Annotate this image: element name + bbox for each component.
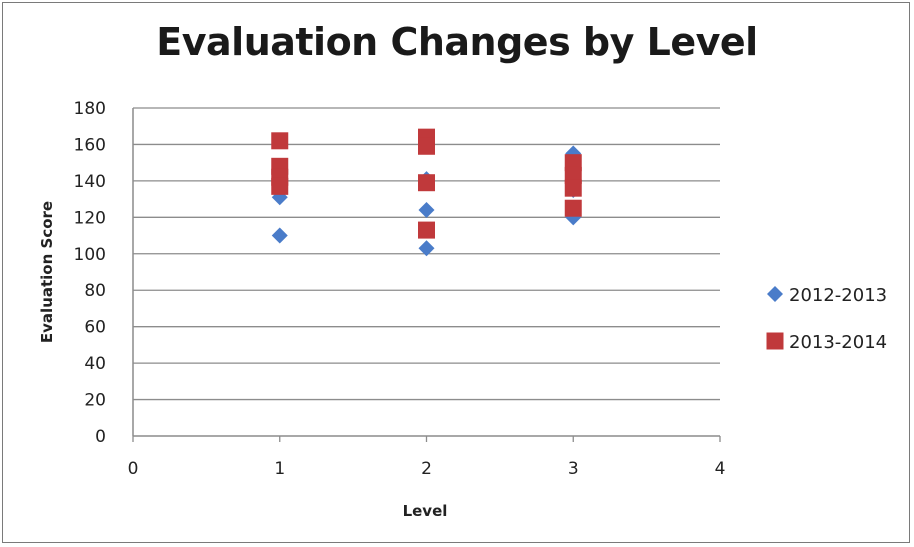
x-tick-label: 3 bbox=[568, 459, 579, 479]
point-2013-2014 bbox=[418, 174, 435, 192]
point-2012-2013 bbox=[418, 240, 435, 257]
x-tick-label: 2 bbox=[421, 459, 432, 479]
point-2013-2014 bbox=[564, 199, 582, 217]
point-2013-2014 bbox=[418, 221, 435, 239]
y-tick-labels: 0 20 40 60 80 100 120 140 160 180 bbox=[74, 99, 106, 447]
point-2013-2014 bbox=[564, 179, 582, 197]
y-tick-label: 0 bbox=[95, 427, 106, 447]
x-axis-title: Level bbox=[403, 502, 448, 520]
point-2012-2013 bbox=[418, 202, 435, 219]
axes bbox=[132, 108, 721, 442]
y-tick-label: 60 bbox=[84, 318, 106, 338]
x-tick-labels: 0 1 2 3 4 bbox=[128, 459, 726, 479]
data-points bbox=[271, 128, 582, 257]
point-2013-2014 bbox=[564, 154, 582, 172]
point-2013-2014 bbox=[271, 132, 289, 150]
y-tick-label: 20 bbox=[84, 391, 106, 411]
x-tick-label: 4 bbox=[715, 459, 726, 479]
y-tick-label: 80 bbox=[84, 281, 106, 301]
legend-marker-square bbox=[766, 332, 784, 350]
legend-label: 2013-2014 bbox=[789, 332, 887, 353]
y-tick-label: 120 bbox=[74, 208, 106, 228]
x-tick-label: 1 bbox=[274, 459, 285, 479]
y-tick-label: 40 bbox=[84, 354, 106, 374]
point-2013-2014 bbox=[271, 177, 289, 195]
point-2013-2014 bbox=[564, 166, 582, 184]
x-tick-label: 0 bbox=[128, 459, 139, 479]
y-axis-title: Evaluation Score bbox=[38, 201, 56, 343]
point-2013-2014 bbox=[418, 137, 435, 155]
legend-label: 2012-2013 bbox=[789, 285, 887, 306]
legend-marker-diamond bbox=[767, 286, 783, 302]
point-2012-2013 bbox=[271, 227, 288, 244]
y-tick-label: 100 bbox=[74, 245, 106, 265]
chart-title: Evaluation Changes by Level bbox=[156, 20, 758, 64]
y-tick-label: 140 bbox=[74, 172, 106, 192]
y-tick-label: 180 bbox=[74, 99, 106, 119]
legend: 2012-2013 2013-2014 bbox=[766, 285, 887, 353]
y-tick-label: 160 bbox=[74, 135, 106, 155]
